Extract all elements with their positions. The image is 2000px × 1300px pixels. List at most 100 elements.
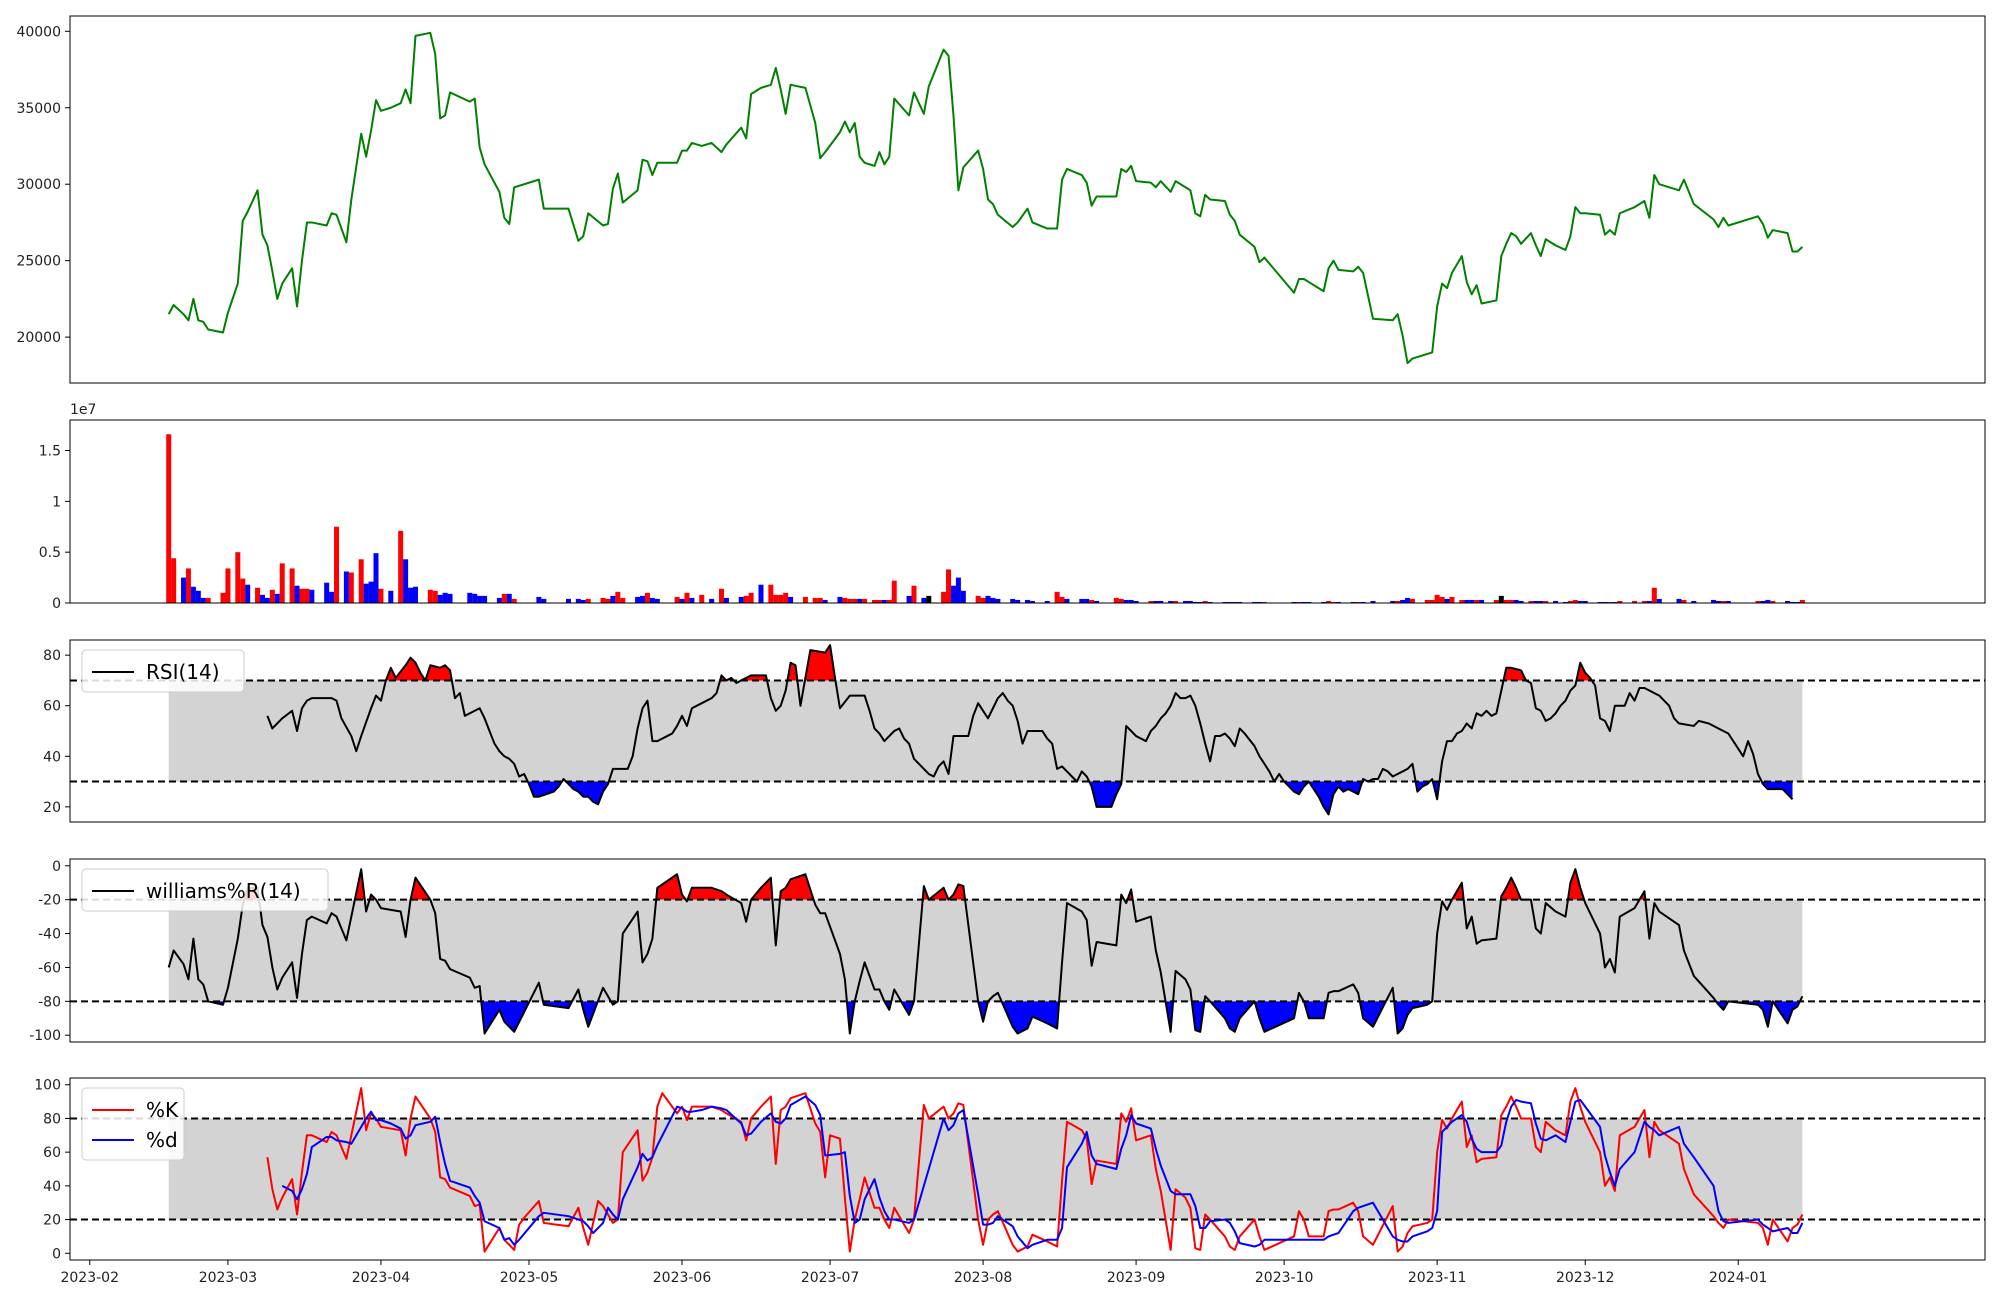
volume-bar: [1084, 598, 1090, 603]
panel-3: 20 40 60 80 RSI(14): [43, 639, 1986, 823]
volume-bar: [1513, 599, 1519, 603]
volume-bar: [738, 596, 744, 603]
y-tick-label: 35000: [16, 101, 61, 117]
volume-bar: [911, 585, 917, 603]
volume-bar: [1691, 600, 1697, 603]
volume-bar: [674, 596, 680, 603]
volume-bar: [684, 592, 690, 603]
stoch-k-line: [266, 1087, 1804, 1253]
y-tick-label: 20000: [16, 330, 61, 346]
volume-bar: [600, 597, 606, 603]
volume-bar: [1646, 600, 1652, 603]
volume-bar: [225, 568, 231, 603]
volume-bar: [862, 598, 868, 603]
volume-bar: [1641, 600, 1647, 603]
volume-bar: [388, 590, 394, 603]
oversold-fill: [1303, 1001, 1327, 1019]
volume-bar: [926, 595, 932, 603]
volume-bar: [689, 597, 695, 603]
overbought-fill: [922, 884, 966, 900]
legend: %K %d: [81, 1087, 185, 1161]
volume-bar: [1459, 599, 1465, 603]
volume-bar: [1508, 599, 1514, 603]
volume-bar: [1533, 600, 1539, 603]
volume-bar: [1395, 600, 1401, 603]
x-tick-label: 2024-01: [1709, 1270, 1768, 1286]
volume-bar: [950, 585, 956, 603]
volume-bar: [1123, 599, 1129, 603]
volume-bar: [1543, 600, 1549, 603]
volume-bar: [1158, 600, 1164, 603]
volume-bar: [1582, 600, 1588, 603]
volume-bar: [185, 568, 191, 603]
volume-bar: [1054, 591, 1060, 603]
volume-bar: [1237, 601, 1243, 603]
volume-bar: [1015, 599, 1021, 603]
legend-box: [81, 649, 245, 693]
y-tick-label: 60: [43, 1145, 61, 1161]
x-tick-label: 2023-05: [500, 1270, 559, 1286]
volume-bar: [1794, 601, 1800, 603]
y-tick-label: 100: [34, 1078, 61, 1094]
volume-bar: [358, 559, 364, 603]
volume-bar: [1025, 599, 1030, 603]
volume-bar: [496, 597, 502, 603]
overbought-fill: [410, 877, 431, 900]
volume-bar: [1197, 601, 1203, 603]
volume-bar: [585, 598, 591, 603]
oversold-fill: [527, 781, 562, 797]
volume-bar: [255, 587, 261, 603]
panel-1: 20000 25000 30000 35000 40000: [16, 15, 1986, 384]
volume-bar: [1153, 600, 1159, 603]
volume-bar: [304, 588, 310, 603]
volume-bar: [447, 593, 453, 603]
volume-bar: [1785, 600, 1791, 603]
volume-bar: [195, 590, 201, 603]
volume-bar: [768, 584, 774, 603]
volume-bar: [1676, 598, 1682, 603]
volume-bar: [541, 598, 547, 603]
volume-bar: [1173, 600, 1179, 603]
volume-bar: [1444, 598, 1450, 603]
volume-bar: [506, 593, 512, 603]
y-tick-label: 40: [43, 749, 61, 765]
volume-bar: [857, 598, 863, 603]
volume-bar: [1632, 600, 1638, 603]
volume-bar: [245, 584, 251, 603]
volume-bar: [1567, 600, 1573, 603]
oversold-fill: [581, 1001, 598, 1027]
volume-bar: [802, 596, 808, 603]
oversold-fill: [1284, 781, 1363, 815]
y-tick-label: -100: [29, 1028, 61, 1044]
x-tick-label: 2023-06: [653, 1270, 712, 1286]
volume-bar: [403, 559, 409, 603]
volume-bar: [363, 583, 369, 603]
y-tick-label: 1: [52, 494, 61, 510]
volume-bar: [640, 595, 646, 603]
volume-bar: [467, 592, 473, 603]
x-tick-label: 2023-10: [1255, 1270, 1314, 1286]
volume-bar: [482, 595, 488, 603]
volume-bar: [274, 593, 280, 603]
volume-bar: [635, 596, 641, 603]
volume-bar: [1469, 599, 1475, 603]
volume-bar: [240, 578, 246, 603]
volume-bar: [812, 597, 818, 603]
volume-bar: [580, 599, 586, 603]
volume-bar: [1113, 597, 1119, 603]
volume-bar: [941, 591, 947, 603]
volume-bar: [235, 552, 241, 603]
volume-bar: [842, 597, 848, 603]
volume-bar: [1562, 601, 1568, 603]
volume-bar: [1079, 598, 1085, 603]
volume-bar: [1306, 601, 1312, 603]
rsi-line: [266, 644, 1794, 816]
volume-bar: [1227, 601, 1233, 603]
volume-bar: [1715, 600, 1721, 603]
volume-bar: [343, 571, 349, 603]
y-tick-label: 25000: [16, 254, 61, 270]
x-tick-label: 2023-04: [352, 1270, 411, 1286]
stoch-d-line: [281, 1095, 1804, 1250]
volume-bar: [778, 594, 784, 603]
volume-bar: [847, 598, 853, 603]
